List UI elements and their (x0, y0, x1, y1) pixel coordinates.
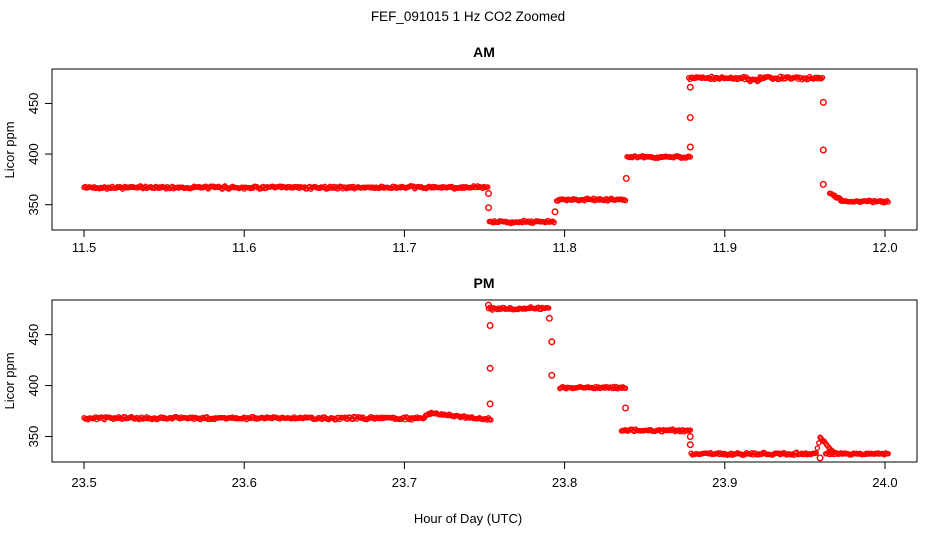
data-point (885, 199, 891, 205)
data-point (622, 197, 629, 204)
y-tick-label: 450 (26, 324, 41, 346)
data-point (545, 305, 552, 311)
data-point (622, 385, 629, 392)
transition-point (485, 301, 493, 309)
y-tick-label: 350 (26, 194, 41, 216)
transition-point (622, 174, 630, 182)
data-point (551, 219, 557, 226)
y-tick-label: 400 (26, 143, 41, 165)
x-tick-label: 11.5 (72, 240, 96, 255)
transition-point (486, 322, 494, 330)
x-tick-label: 23.6 (232, 475, 257, 490)
transition-point (819, 98, 827, 106)
transition-point (485, 189, 493, 197)
transition-point (686, 83, 694, 91)
pm-data-points (81, 301, 891, 462)
data-point (813, 449, 819, 456)
data-point (819, 74, 826, 81)
x-tick-label: 23.9 (712, 475, 737, 490)
x-tick-label: 24.0 (872, 475, 897, 490)
x-tick-label: 23.8 (552, 475, 577, 490)
transition-point (486, 400, 494, 408)
transition-point (622, 404, 630, 412)
transition-point (486, 364, 494, 372)
data-point (817, 434, 823, 441)
x-axis-title: Hour of Day (UTC) (414, 511, 522, 526)
transition-point (485, 204, 493, 212)
am-data-points (81, 73, 891, 227)
am-axes: 11.5 11.6 11.7 11.8 11.9 12.0 350 400 450 (26, 93, 898, 255)
pm-axes: 23.5 23.6 23.7 23.8 23.9 24.0 350 400 450 (26, 324, 898, 490)
transition-point (551, 208, 559, 216)
am-plot-box (51, 68, 918, 231)
y-tick-label: 350 (26, 426, 41, 448)
am-panel-title: AM (473, 44, 495, 60)
data-point (687, 154, 694, 160)
transition-point (548, 338, 556, 346)
y-tick-label: 400 (26, 375, 41, 397)
transition-point (548, 371, 556, 379)
am-y-axis-title: Licor ppm (2, 121, 17, 178)
x-tick-label: 23.5 (71, 475, 96, 490)
pm-panel-title: PM (474, 275, 495, 291)
pm-y-axis-title: Licor ppm (2, 352, 17, 409)
transition-point (819, 146, 827, 154)
pm-plot-box (51, 299, 918, 463)
transition-point (819, 180, 827, 188)
transition-point (686, 143, 694, 151)
x-tick-label: 11.6 (232, 240, 256, 255)
am-panel: AM Licor ppm 11.5 11.6 11.7 11.8 11.9 12.0 350… (2, 44, 918, 255)
data-point (488, 417, 494, 423)
transition-point (816, 454, 824, 462)
x-tick-label: 23.7 (392, 475, 417, 490)
x-tick-label: 11.9 (713, 240, 737, 255)
transition-point (686, 441, 694, 449)
data-point (484, 184, 491, 190)
pm-panel: PM Licor ppm 23.5 23.6 23.7 23.8 23.9 24.0 350… (2, 275, 918, 490)
y-tick-label: 450 (26, 93, 41, 115)
x-tick-label: 11.7 (392, 240, 416, 255)
x-tick-label: 12.0 (872, 240, 897, 255)
transition-point (686, 433, 694, 441)
data-point (687, 427, 694, 433)
data-point (885, 450, 891, 457)
x-tick-label: 11.8 (552, 240, 576, 255)
figure-title: FEF_091015 1 Hz CO2 Zoomed (371, 9, 565, 24)
transition-point (686, 114, 694, 122)
transition-point (545, 314, 553, 322)
data-point (814, 445, 821, 451)
